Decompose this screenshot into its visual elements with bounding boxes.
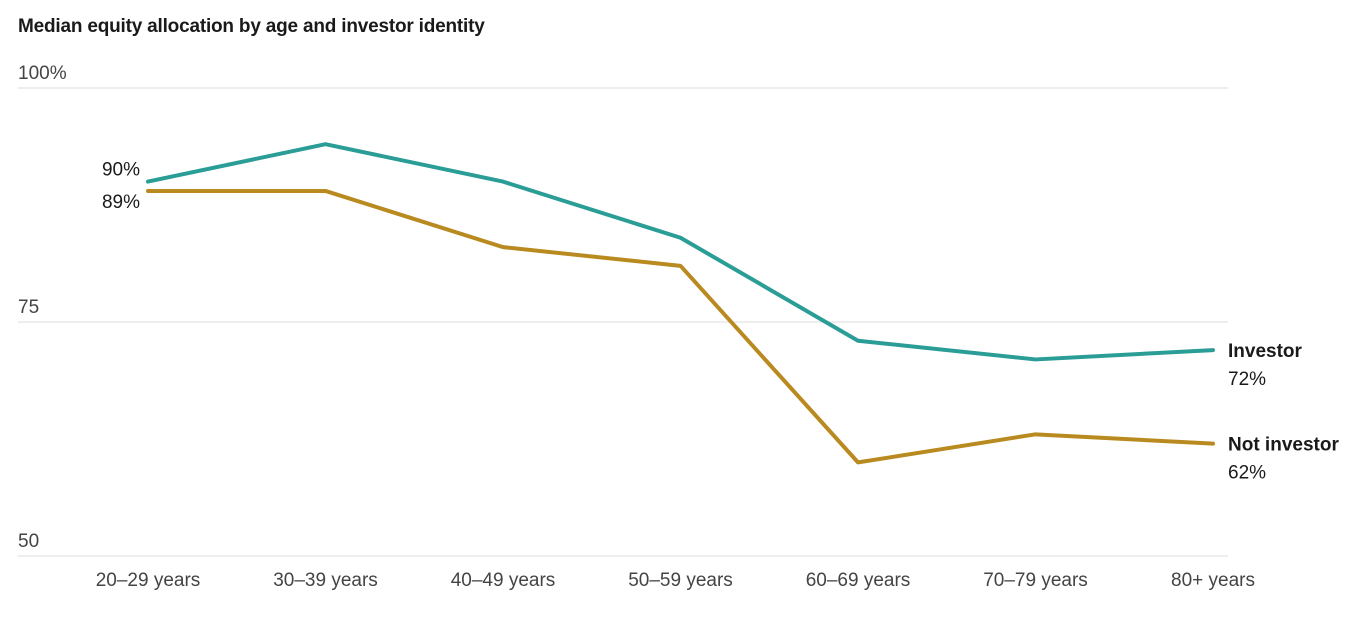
x-tick-label: 30–39 years <box>273 570 378 591</box>
data-label-start: 89% <box>102 192 140 213</box>
chart-title: Median equity allocation by age and inve… <box>18 16 485 37</box>
data-label-end: 72% <box>1228 369 1266 390</box>
x-tick-label: 20–29 years <box>96 570 201 591</box>
x-tick-label: 60–69 years <box>806 570 911 591</box>
data-label-start: 90% <box>102 160 140 181</box>
y-tick-label: 100% <box>18 63 67 84</box>
series-line-investor <box>146 142 1215 362</box>
y-tick-label: 50 <box>18 531 39 552</box>
y-tick-label: 75 <box>18 297 39 318</box>
series-label: Investor <box>1228 341 1303 362</box>
series-line-not-investor <box>146 188 1215 465</box>
series-label: Not investor <box>1228 435 1339 456</box>
data-label-end: 62% <box>1228 463 1266 484</box>
x-tick-label: 50–59 years <box>628 570 733 591</box>
x-tick-label: 70–79 years <box>983 570 1088 591</box>
x-tick-label: 80+ years <box>1171 570 1255 591</box>
x-tick-label: 40–49 years <box>451 570 556 591</box>
